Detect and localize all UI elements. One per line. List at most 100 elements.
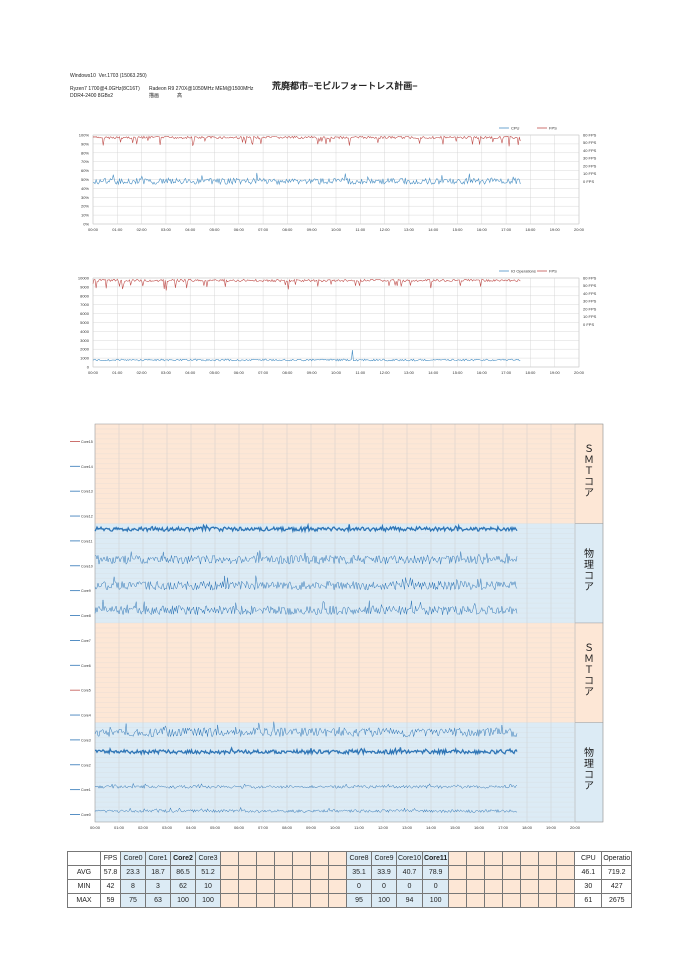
stats-cell <box>484 865 504 880</box>
stats-table: FPS Core0 Core1 Core2 Core3 Core8 Core9 Core10 C… <box>67 851 633 908</box>
stats-column-header: Core0 <box>120 851 146 866</box>
x-tick-label: 11:00 <box>354 825 364 830</box>
core-legend-label: Core8 <box>81 614 91 618</box>
y2-tick-label: 60 FPS <box>583 276 597 281</box>
x-tick-label: 14:00 <box>428 370 439 375</box>
stats-column-header: CPU <box>574 851 603 866</box>
stats-cell <box>274 893 293 908</box>
y2-tick-label: 10 FPS <box>583 314 597 319</box>
stats-cell: 75 <box>120 893 146 908</box>
quality-value: 高 <box>177 93 183 99</box>
y-tick-label: 8000 <box>80 293 90 298</box>
core-legend-label: Core0 <box>81 813 91 817</box>
y-tick-label: 5000 <box>80 320 90 325</box>
x-tick-label: 11:00 <box>355 227 365 232</box>
stats-cell: 10 <box>195 879 221 894</box>
x-tick-label: 04:00 <box>185 370 196 375</box>
quality-label: 描画 <box>149 93 160 99</box>
stats-cell <box>448 879 468 894</box>
stats-column-header: Operatio <box>601 851 633 866</box>
io-fps-chart-plot <box>92 270 580 368</box>
stats-column-header: FPS <box>100 851 121 866</box>
x-tick-label: 15:00 <box>452 227 463 232</box>
y2-tick-label: 0 FPS <box>583 322 594 327</box>
y-tick-label: 30% <box>81 195 89 200</box>
stats-cell <box>556 893 576 908</box>
y2-tick-label: 40 FPS <box>583 291 597 296</box>
stats-cell <box>538 879 558 894</box>
memory-spec: DDR4-2400 8GBx2 <box>70 93 114 99</box>
stats-cell: 35.1 <box>346 865 372 880</box>
stats-column-header: Core11 <box>421 851 450 866</box>
band-label-box <box>574 722 604 823</box>
x-tick-label: 07:00 <box>258 825 269 830</box>
stats-cell: 33.9 <box>371 865 397 880</box>
x-tick-label: 06:00 <box>234 825 245 830</box>
x-tick-label: 10:00 <box>330 825 341 830</box>
stats-row-label: MIN <box>67 879 101 894</box>
x-tick-label: 20:00 <box>570 825 581 830</box>
stats-cell <box>256 865 275 880</box>
x-tick-label: 07:00 <box>258 370 269 375</box>
stats-cell <box>292 893 311 908</box>
y2-tick-label: 30 FPS <box>583 156 597 161</box>
core-legend-label: Core4 <box>81 714 91 718</box>
x-tick-label: 08:00 <box>282 227 293 232</box>
stats-column-header <box>538 851 558 866</box>
x-tick-label: 02:00 <box>137 227 148 232</box>
y2-tick-label: 40 FPS <box>583 148 597 153</box>
stats-cell: 57.8 <box>100 865 121 880</box>
stats-cell: 94 <box>396 893 423 908</box>
x-tick-label: 05:00 <box>209 227 220 232</box>
stats-column-header <box>328 851 347 866</box>
x-tick-label: 01:00 <box>112 370 123 375</box>
y2-tick-label: 30 FPS <box>583 299 597 304</box>
band-label: 物理コア <box>584 746 594 792</box>
stats-cell: 23.3 <box>120 865 146 880</box>
stats-cell: 86.5 <box>170 865 196 880</box>
y-tick-label: 60% <box>81 168 89 173</box>
stats-cell: 61 <box>574 893 603 908</box>
x-tick-label: 07:00 <box>258 227 269 232</box>
core-legend-label: Core11 <box>81 539 93 543</box>
stats-cell <box>502 893 522 908</box>
x-tick-label: 00:00 <box>88 370 99 375</box>
fps-series-line <box>92 278 521 291</box>
gpu-spec: Radeon R9 270X@1050MHz MEM@1500MHz <box>149 86 254 92</box>
y2-tick-label: 50 FPS <box>583 140 597 145</box>
y-tick-label: 0 <box>87 365 90 370</box>
x-tick-label: 18:00 <box>525 227 536 232</box>
stats-column-header <box>256 851 275 866</box>
stats-cell <box>466 893 486 908</box>
stats-column-header <box>238 851 257 866</box>
core-legend-label: Core5 <box>81 689 91 693</box>
band-label-box <box>574 523 604 624</box>
stats-cell: 18.7 <box>145 865 171 880</box>
x-tick-label: 06:00 <box>234 227 245 232</box>
stats-cell: 3 <box>145 879 171 894</box>
x-tick-label: 12:00 <box>380 370 391 375</box>
stats-cell <box>274 879 293 894</box>
core-series-line <box>94 746 518 757</box>
cpu-fps-chart-plot <box>92 127 580 225</box>
x-tick-label: 10:00 <box>331 227 342 232</box>
x-tick-label: 16:00 <box>477 227 488 232</box>
stats-cell: 719.2 <box>601 865 633 880</box>
stats-header-row: FPS Core0 Core1 Core2 Core3 Core8 Core9 Core10 C… <box>67 851 633 866</box>
x-tick-label: 15:00 <box>450 825 461 830</box>
stats-cell: 42 <box>100 879 121 894</box>
x-tick-label: 19:00 <box>550 227 561 232</box>
x-tick-label: 04:00 <box>185 227 196 232</box>
y-tick-label: 40% <box>81 186 89 191</box>
stats-cell <box>238 879 257 894</box>
stats-row: MIN 42 8 3 62 10 0 0 0 0 30 427 <box>67 879 633 894</box>
legend-label-0: IO Operations <box>511 269 536 274</box>
stats-cell <box>520 893 540 908</box>
x-tick-label: 18:00 <box>522 825 533 830</box>
stats-cell <box>310 879 329 894</box>
core-legend-label: Core10 <box>81 564 93 568</box>
stats-cell <box>220 893 239 908</box>
stats-cell <box>538 893 558 908</box>
x-tick-label: 03:00 <box>161 227 172 232</box>
stats-column-header: Core8 <box>346 851 372 866</box>
